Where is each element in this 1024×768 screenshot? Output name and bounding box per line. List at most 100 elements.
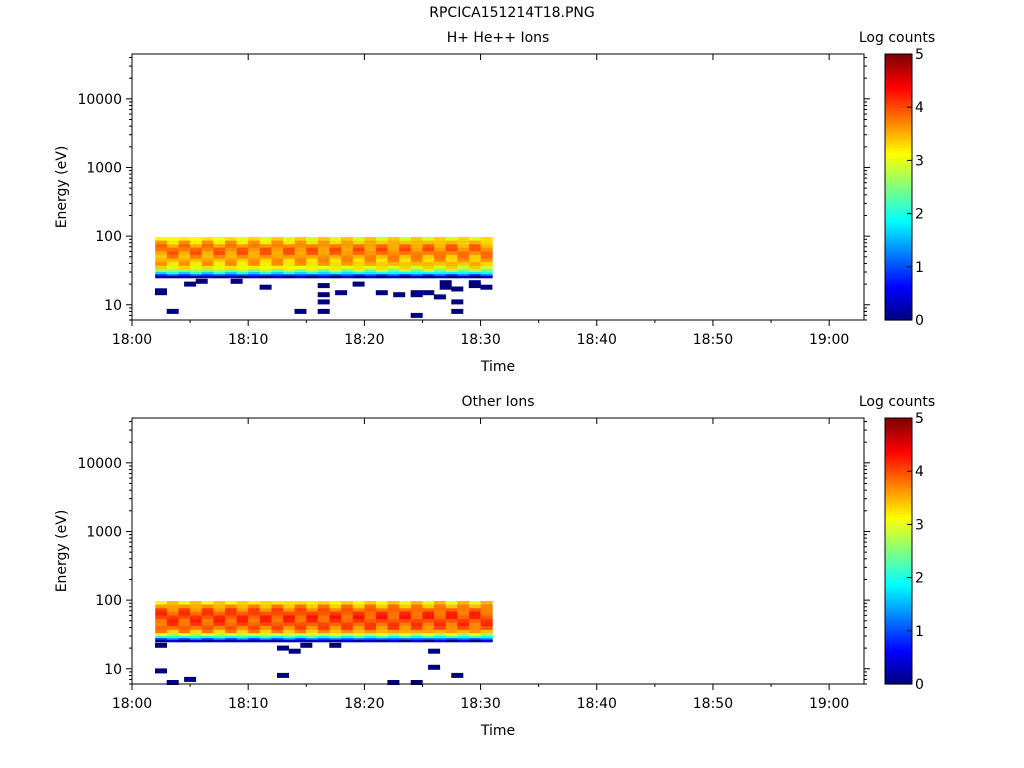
colorbar-segment (885, 205, 912, 209)
heatmap-cell (457, 272, 470, 275)
colorbar-segment (885, 261, 912, 265)
heatmap-cell (201, 608, 214, 612)
heatmap-cell (190, 622, 203, 627)
colorbar-tick-label: 3 (915, 517, 924, 533)
heatmap-cell (445, 633, 458, 637)
heatmap-cell (434, 604, 447, 609)
colorbar-segment (885, 282, 912, 287)
heatmap-cell (352, 622, 365, 627)
heatmap-cell (341, 608, 354, 612)
heatmap-cell (352, 269, 365, 273)
heatmap-cell (213, 269, 226, 273)
colorbar-segment (885, 681, 912, 685)
heatmap-cell (445, 638, 458, 640)
heatmap-cell (457, 262, 470, 267)
heatmap-cell (434, 275, 447, 279)
heatmap-cell (259, 240, 272, 245)
heatmap-cell (190, 626, 203, 631)
x-tick-label: 18:40 (577, 332, 617, 348)
heatmap-cell (259, 251, 272, 256)
colorbar-segment (885, 574, 912, 579)
colorbar-segment (885, 614, 912, 619)
heatmap-cell (480, 255, 493, 259)
colorbar-segment (885, 306, 912, 310)
heatmap-cell (259, 258, 272, 263)
colorbar-segment (885, 633, 912, 637)
colorbar-segment (885, 558, 912, 563)
heatmap-cell (445, 629, 458, 634)
heatmap-cell (271, 626, 284, 631)
sparse-count-cell (410, 680, 423, 685)
heatmap-cell (236, 247, 249, 252)
heatmap-cell (434, 247, 447, 252)
heatmap-cell (201, 639, 214, 643)
sparse-count-cell (480, 284, 493, 290)
heatmap-cell (294, 251, 307, 256)
colorbar-tick-label: 5 (915, 47, 924, 63)
heatmap-cell (248, 615, 261, 620)
heatmap-cell (259, 619, 272, 623)
colorbar-segment (885, 543, 912, 547)
heatmap-cell (248, 626, 261, 631)
x-axis-label: Time (480, 359, 515, 375)
heatmap-cell (434, 629, 447, 634)
colorbar-segment (885, 489, 912, 494)
heatmap-cell (445, 615, 458, 620)
heatmap-cell (422, 274, 435, 276)
heatmap-cell (283, 272, 296, 275)
colorbar-segment (885, 662, 912, 666)
heatmap-cell (422, 265, 435, 270)
heatmap-cell (341, 274, 354, 276)
heatmap-cell (399, 275, 412, 279)
heatmap-cell (259, 247, 272, 252)
heatmap-cell (236, 255, 249, 259)
heatmap-cell (201, 615, 214, 620)
heatmap-cell (155, 608, 168, 612)
heatmap-cell (434, 251, 447, 256)
heatmap-cell (190, 604, 203, 609)
heatmap-cell (480, 240, 493, 245)
colorbar-segment (885, 548, 912, 552)
heatmap-cell (271, 251, 284, 256)
heatmap-cell (248, 638, 261, 640)
heatmap-cell (399, 247, 412, 252)
heatmap-cell (329, 608, 342, 612)
colorbar-segment (885, 561, 912, 565)
heatmap-cell (317, 604, 330, 609)
heatmap-cell (469, 633, 482, 637)
heatmap-cell (317, 251, 330, 256)
colorbar-segment (885, 487, 912, 491)
colorbar-segment (885, 590, 912, 595)
heatmap-cell (364, 601, 377, 605)
heatmap-cell (480, 604, 493, 609)
heatmap-cell (271, 636, 284, 639)
heatmap-cell (387, 255, 400, 259)
heatmap-cell (422, 251, 435, 256)
colorbar-segment (885, 272, 912, 276)
colorbar-segment (885, 258, 912, 263)
panel-title: Other Ions (461, 394, 534, 410)
colorbar-segment (885, 540, 912, 544)
heatmap-cell (283, 608, 296, 612)
sparse-count-cell (300, 642, 313, 648)
heatmap-cell (294, 240, 307, 245)
heatmap-cell (434, 601, 447, 605)
heatmap-cell (236, 611, 249, 616)
heatmap-cell (480, 262, 493, 267)
heatmap-cell (155, 629, 168, 634)
heatmap-cell (225, 262, 238, 267)
heatmap-cell (225, 240, 238, 245)
colorbar-tick-label: 2 (915, 571, 924, 587)
heatmap-cell (387, 265, 400, 270)
heatmap-cell (376, 619, 389, 623)
colorbar-segment (885, 564, 912, 568)
heatmap-cell (376, 608, 389, 612)
colorbar-segment (885, 202, 912, 207)
heatmap-cell (480, 275, 493, 279)
colorbar-segment (885, 133, 912, 138)
heatmap-cell (259, 269, 272, 273)
heatmap-cell (166, 611, 179, 616)
colorbar-segment (885, 141, 912, 146)
heatmap-cell (283, 275, 296, 279)
heatmap-cell (352, 240, 365, 245)
